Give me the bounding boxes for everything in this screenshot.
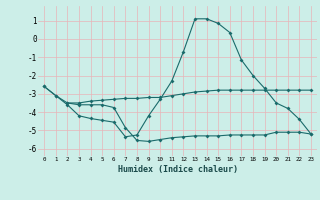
X-axis label: Humidex (Indice chaleur): Humidex (Indice chaleur) [118, 165, 238, 174]
